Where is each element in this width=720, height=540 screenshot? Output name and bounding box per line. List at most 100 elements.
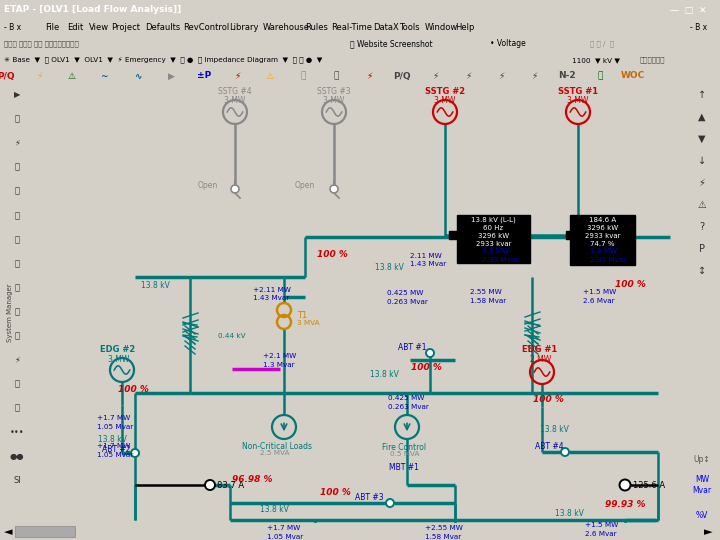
Text: ⬛⬛⬛ ⬛⬛⬛ ⬛⬛ ⬛⬛⬛⬛⬛⬛⬛⬛: ⬛⬛⬛ ⬛⬛⬛ ⬛⬛ ⬛⬛⬛⬛⬛⬛⬛⬛ [4,40,78,48]
Text: MBT #1: MBT #1 [389,463,419,472]
Text: +1.5 MW: +1.5 MW [585,522,618,528]
Text: 3 MW: 3 MW [225,96,246,105]
Circle shape [561,448,569,456]
Text: Real-Time: Real-Time [331,24,372,32]
Circle shape [386,499,394,507]
Text: 1.58 Mvar: 1.58 Mvar [425,534,462,540]
Text: ⚡: ⚡ [465,71,471,80]
Text: Rules: Rules [305,24,328,32]
Text: 3 MW: 3 MW [323,96,345,105]
Text: 83.7 A: 83.7 A [217,481,244,489]
Text: File: File [45,24,59,32]
Text: ●●: ●● [10,452,24,461]
Text: 3 MW: 3 MW [434,96,456,105]
Text: %V: %V [696,510,708,519]
Text: ✳ Base  ▼  ⬛ OLV1  ▼  OLV1  ▼  ⚡ Emergency  ▼  ⬛ ●  🔧 Impedance Diagram  ▼  ⬛ ⬛ : ✳ Base ▼ ⬛ OLV1 ▼ OLV1 ▼ ⚡ Emergency ▼ ⬛… [4,57,323,63]
Text: ⬛: ⬛ [14,235,19,244]
Text: SSTG #1: SSTG #1 [558,87,598,96]
Text: —  □  ✕: — □ ✕ [670,5,706,15]
Text: 3.3 MW: 3.3 MW [482,248,509,254]
Text: 100 %: 100 % [533,395,564,404]
Text: ABT #1: ABT #1 [398,343,426,352]
Text: ↓: ↓ [698,156,706,166]
Text: 1.3 Mvar: 1.3 Mvar [263,362,294,368]
Text: ABT #4: ABT #4 [535,442,564,451]
Text: 3.3 MW: 3.3 MW [590,248,617,254]
Text: 96.98 %: 96.98 % [232,475,272,484]
Text: 1.43 Mvar: 1.43 Mvar [253,295,289,301]
Text: +2.1 MW: +2.1 MW [263,353,296,359]
Text: SI: SI [13,476,21,485]
Text: Tools: Tools [399,24,420,32]
Text: 3 MW: 3 MW [567,96,589,105]
Text: ETAP - [OLV1 [Load Flow Analysis]]: ETAP - [OLV1 [Load Flow Analysis]] [4,5,181,15]
Text: ⬛: ⬛ [300,71,306,80]
Text: Edit: Edit [67,24,84,32]
Text: 3296 kW: 3296 kW [587,225,618,231]
Text: ±P: ±P [197,71,211,80]
Text: 3 MW: 3 MW [108,355,130,364]
Text: ⬛: ⬛ [14,259,19,268]
Text: 2.5 MVA: 2.5 MVA [260,450,289,456]
Text: - B x: - B x [690,24,707,32]
Text: 100 %: 100 % [118,385,149,394]
Text: 100 %: 100 % [317,250,348,259]
Text: 13.8 kV: 13.8 kV [540,425,569,434]
Text: 1.58 Mvar: 1.58 Mvar [470,298,506,304]
Text: 13.8 kV: 13.8 kV [555,509,584,518]
Text: Open: Open [198,181,218,191]
Text: Open: Open [295,181,315,191]
Text: 📋: 📋 [14,187,19,196]
Text: 13.8 kV: 13.8 kV [260,505,289,514]
Text: ⬛: ⬛ [333,71,338,80]
Bar [566,231,574,239]
Text: 2.55 MW: 2.55 MW [470,289,502,295]
Text: ABT #3: ABT #3 [355,493,384,502]
Text: 3296 kW: 3296 kW [478,233,509,239]
Circle shape [205,480,215,490]
Text: ⬛⬛⬛⬛⬛⬛: ⬛⬛⬛⬛⬛⬛ [640,57,665,63]
Text: P/Q: P/Q [393,71,411,80]
Text: ⚡: ⚡ [698,178,706,188]
Text: ⚡: ⚡ [14,355,20,364]
Text: 🔍: 🔍 [14,211,19,220]
Text: ⬛: ⬛ [14,114,19,124]
Text: 100 %: 100 % [411,363,442,372]
Text: Up↕: Up↕ [693,456,711,464]
Text: ⬛: ⬛ [14,403,19,413]
Text: +2.55 MW: +2.55 MW [425,525,463,531]
Text: System Manager: System Manager [7,283,13,342]
Text: 125.6 A: 125.6 A [633,481,665,489]
Text: 0.5 MVA: 0.5 MVA [390,451,420,457]
Text: ▼: ▼ [698,134,706,144]
Text: Library: Library [229,24,258,32]
Text: 13.8 kV: 13.8 kV [370,370,399,379]
Text: EDG #2: EDG #2 [100,345,135,354]
Text: ►: ► [703,527,712,537]
Text: +1.7 MW: +1.7 MW [267,525,300,531]
Text: 2933 kvar: 2933 kvar [585,233,620,239]
Circle shape [426,349,434,357]
Text: View: View [89,24,109,32]
Text: 13.8 kV: 13.8 kV [375,263,404,272]
Bar [457,215,530,263]
Text: 100 %: 100 % [320,488,351,497]
Text: ↑: ↑ [698,90,706,100]
Text: - B x: - B x [4,24,21,32]
Text: P/Q: P/Q [0,71,15,80]
Text: 100 %: 100 % [615,280,646,289]
Text: ⚡: ⚡ [234,71,240,80]
Text: 3 MVA: 3 MVA [297,320,320,326]
Text: ABT #2: ABT #2 [102,445,130,454]
Text: 184.6 A: 184.6 A [589,217,616,223]
Text: Non-Critical Loads: Non-Critical Loads [242,442,312,451]
Text: SSTG #3: SSTG #3 [318,87,351,96]
Text: Fire Control: Fire Control [382,443,426,452]
Text: ⚡: ⚡ [498,71,504,80]
Text: ⚠: ⚠ [68,71,76,80]
Text: 99.93 %: 99.93 % [605,500,646,509]
Text: ⚡: ⚡ [531,71,537,80]
Text: ⚡: ⚡ [366,71,372,80]
Text: 2.11 MW: 2.11 MW [410,253,442,259]
Text: ⚡: ⚡ [14,139,20,147]
